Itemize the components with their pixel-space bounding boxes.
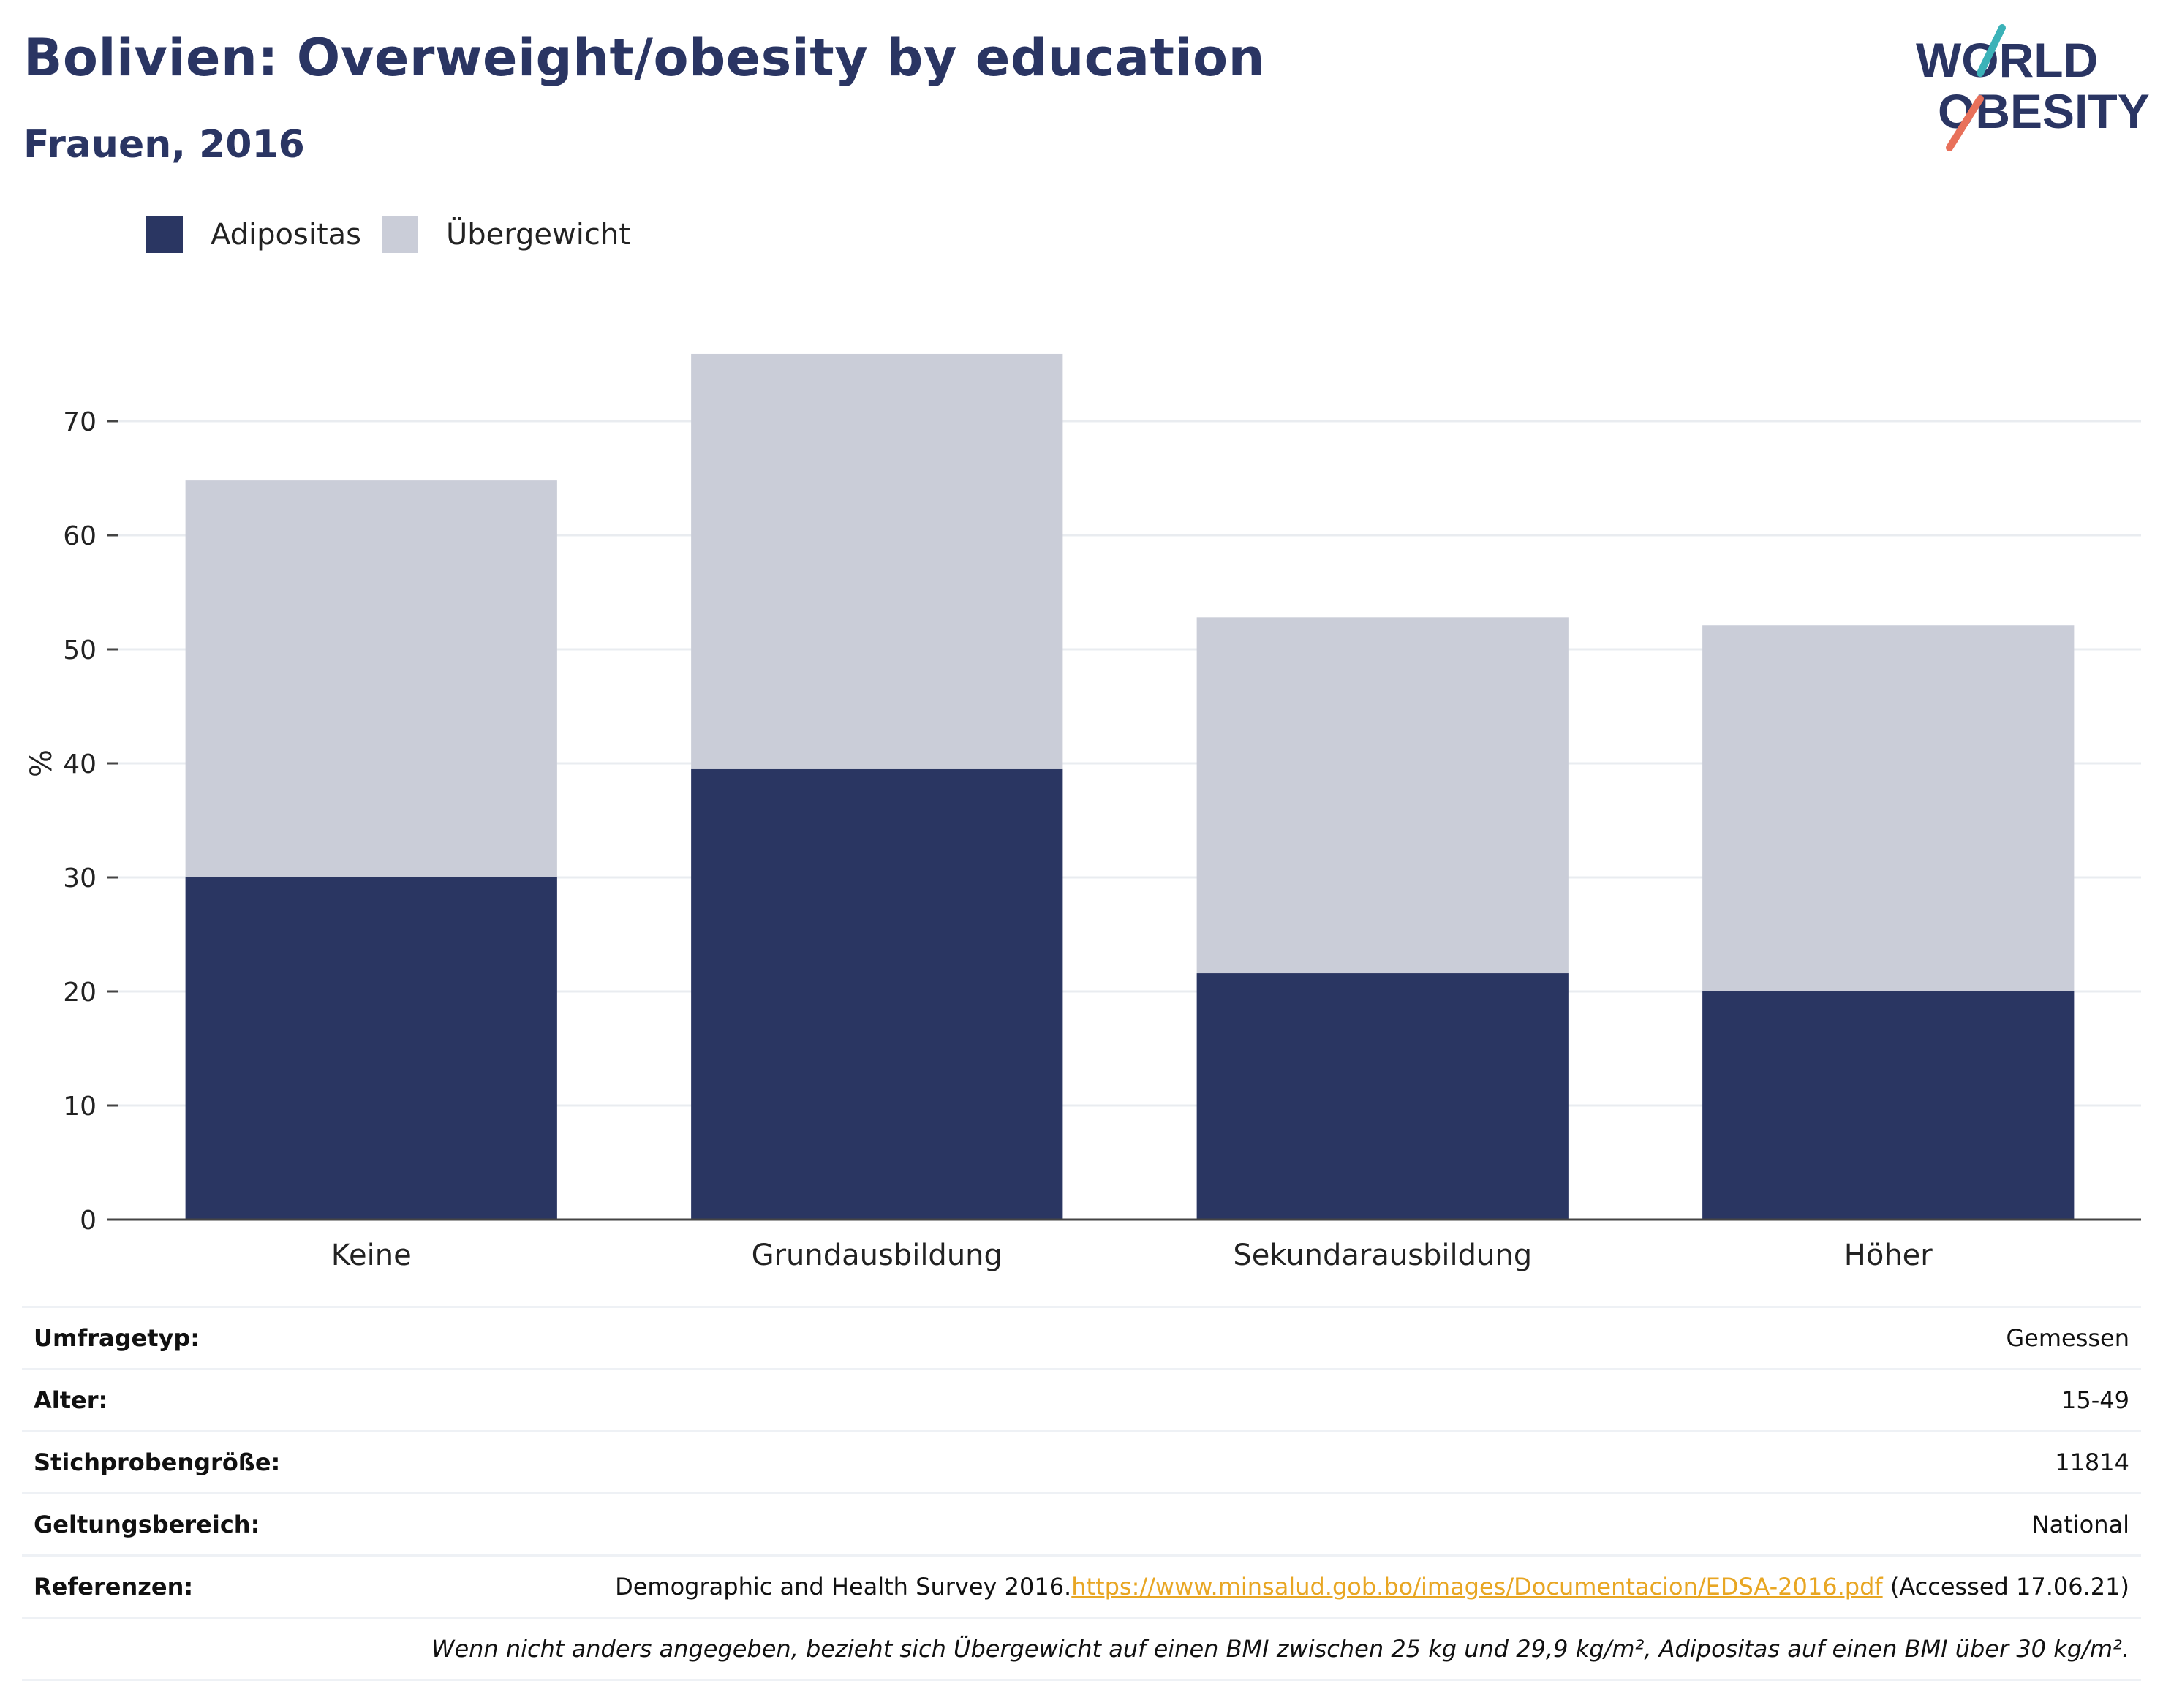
reference-source: Demographic and Health Survey 2016. <box>615 1573 1072 1601</box>
reference-accessed: (Accessed 17.06.21) <box>1882 1573 2129 1601</box>
meta-label-references: Referenzen: <box>34 1573 194 1601</box>
y-tick-label-30: 30 <box>63 864 97 893</box>
meta-row-survey-type: Umfragetyp: Gemessen <box>22 1306 2141 1368</box>
logo-word-world: WORLD <box>1916 33 2098 87</box>
meta-row-age: Alter: 15-49 <box>22 1368 2141 1430</box>
meta-value-references: Demographic and Health Survey 2016.https… <box>615 1573 2129 1601</box>
survey-metadata-table: Umfragetyp: Gemessen Alter: 15-49 Stichp… <box>22 1306 2141 1681</box>
x-tick-label-3: Höher <box>1844 1239 1933 1272</box>
y-tick-label-60: 60 <box>63 521 97 551</box>
meta-label-sample-size: Stichprobengröße: <box>34 1448 281 1476</box>
meta-label-survey-type: Umfragetyp: <box>34 1324 200 1352</box>
meta-value-sample-size: 11814 <box>2055 1448 2129 1476</box>
meta-row-references: Referenzen: Demographic and Health Surve… <box>22 1554 2141 1617</box>
bar-grundausbildung-series-0 <box>691 768 1063 1220</box>
logo-coral-stroke <box>1946 95 1984 151</box>
bar-keine-series-1 <box>185 480 557 877</box>
y-tick-label-70: 70 <box>63 407 97 437</box>
y-tick-label-40: 40 <box>63 749 97 779</box>
meta-label-age: Alter: <box>34 1386 108 1414</box>
meta-label-scope: Geltungsbereich: <box>34 1511 260 1538</box>
bar-höher-series-0 <box>1702 991 2075 1220</box>
y-axis-label: % <box>25 749 58 777</box>
legend-label-adipositas: Adipositas <box>211 218 362 252</box>
legend-swatch-adipositas <box>146 216 183 253</box>
meta-value-scope: National <box>2031 1511 2129 1538</box>
reference-link[interactable]: https://www.minsalud.gob.bo/images/Docum… <box>1071 1573 1883 1601</box>
legend-label-uebergewicht: Übergewicht <box>446 218 630 252</box>
logo-teal-stroke <box>1977 24 2006 77</box>
y-tick-label-10: 10 <box>63 1092 97 1122</box>
page-subtitle: Frauen, 2016 <box>23 123 305 167</box>
bar-sekundarausbildung-series-0 <box>1196 973 1569 1220</box>
bar-höher-series-1 <box>1702 625 2075 991</box>
meta-value-age: 15-49 <box>2061 1386 2129 1414</box>
x-tick-label-2: Sekundarausbildung <box>1233 1239 1532 1272</box>
definition-note: Wenn nicht anders angegeben, bezieht sic… <box>431 1635 2129 1663</box>
bar-grundausbildung-series-1 <box>691 353 1063 769</box>
meta-row-note: Wenn nicht anders angegeben, bezieht sic… <box>22 1617 2141 1681</box>
stacked-bar-chart: 0 10 20 30 40 50 60 70% Keine Grundausbildung Seku… <box>25 353 2141 1272</box>
bar-keine-series-0 <box>185 877 557 1220</box>
y-tick-label-50: 50 <box>63 635 97 665</box>
y-tick-label-20: 20 <box>63 978 97 1008</box>
meta-value-survey-type: Gemessen <box>2006 1324 2129 1352</box>
bar-sekundarausbildung-series-1 <box>1196 617 1569 974</box>
world-obesity-logo: WORLD OBESITY <box>1901 22 2150 154</box>
meta-row-sample-size: Stichprobengröße: 11814 <box>22 1430 2141 1492</box>
meta-row-scope: Geltungsbereich: National <box>22 1492 2141 1554</box>
legend-swatch-uebergewicht <box>382 216 418 253</box>
page-title: Bolivien: Overweight/obesity by educatio… <box>23 28 1265 88</box>
x-tick-label-0: Keine <box>331 1239 412 1272</box>
x-tick-label-1: Grundausbildung <box>752 1239 1003 1272</box>
y-tick-label-0: 0 <box>80 1206 97 1236</box>
